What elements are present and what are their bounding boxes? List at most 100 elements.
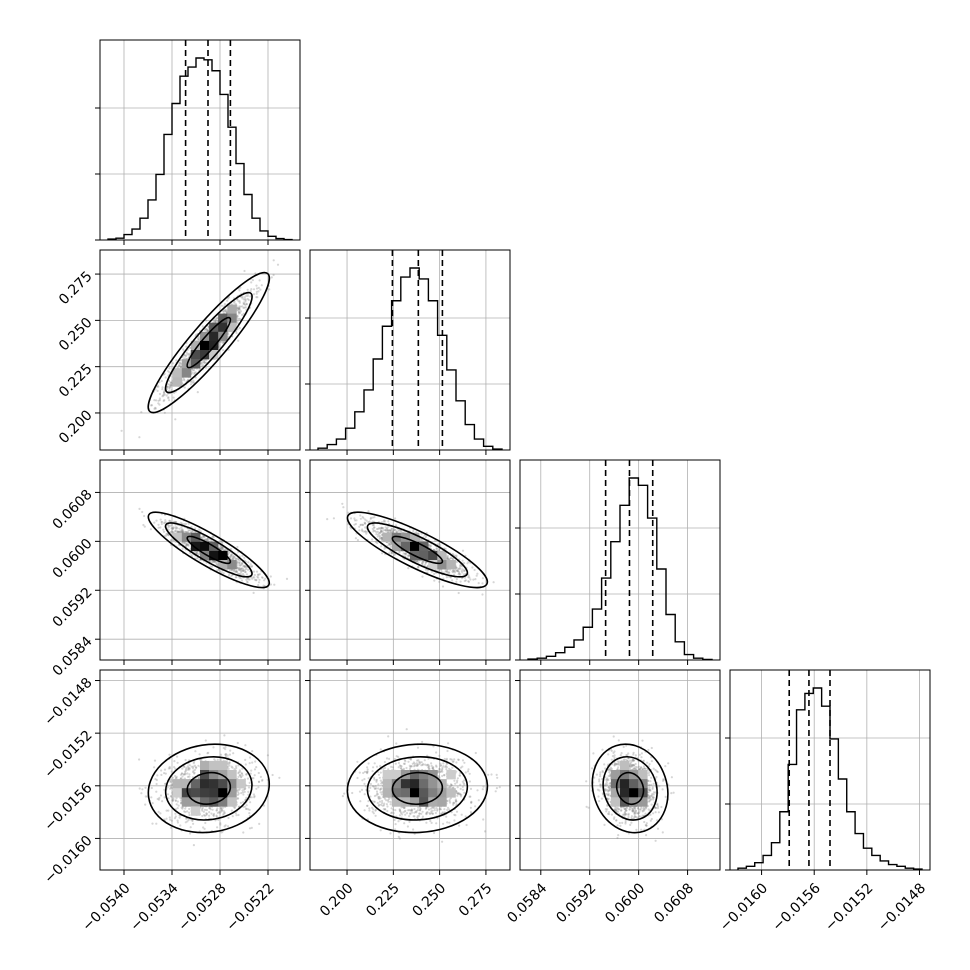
sample-point <box>358 529 361 532</box>
density-cell <box>400 541 411 552</box>
sample-point <box>241 791 244 794</box>
sample-point <box>187 766 190 770</box>
sample-point <box>244 306 247 309</box>
sample-point <box>472 578 475 581</box>
sample-point <box>120 429 123 432</box>
sample-point <box>455 580 458 584</box>
sample-point <box>233 806 236 809</box>
sample-point <box>166 532 169 536</box>
sample-point <box>157 798 161 801</box>
sample-point <box>188 773 191 776</box>
sample-point <box>235 570 238 574</box>
sample-point <box>237 311 240 314</box>
sample-point <box>246 581 249 584</box>
sample-point <box>187 353 190 356</box>
sample-point <box>387 542 390 545</box>
sample-point <box>332 517 335 520</box>
sample-point <box>225 753 228 756</box>
sample-point <box>185 766 188 769</box>
sample-point <box>353 523 356 526</box>
density-cell <box>181 359 192 369</box>
sample-point <box>269 583 272 586</box>
sample-point <box>221 547 224 551</box>
sample-point <box>211 565 214 568</box>
sample-point <box>237 797 240 800</box>
sample-point <box>250 281 253 284</box>
sample-point <box>234 576 237 579</box>
sample-point <box>201 814 204 818</box>
sample-point <box>185 542 188 546</box>
sample-point <box>244 570 247 574</box>
sample-point <box>171 527 174 530</box>
sample-point <box>369 517 372 521</box>
sample-point <box>243 805 247 808</box>
density-cell <box>410 532 420 543</box>
sample-point <box>407 567 410 570</box>
sample-point <box>260 576 264 579</box>
sample-point <box>205 812 209 816</box>
sample-point <box>215 815 218 818</box>
sample-point <box>428 544 431 547</box>
sample-point <box>407 554 410 557</box>
sample-point <box>143 514 146 518</box>
sample-point <box>182 773 186 776</box>
sample-point <box>388 552 391 555</box>
sample-point <box>150 404 154 407</box>
sample-point <box>367 521 370 524</box>
sample-point <box>224 753 227 756</box>
sample-point <box>207 538 210 542</box>
sample-point <box>205 327 208 331</box>
sample-point <box>437 569 440 572</box>
sample-point <box>163 372 166 375</box>
sample-point <box>245 573 248 576</box>
sample-point <box>462 573 466 576</box>
sample-point <box>426 565 429 568</box>
sample-point <box>236 306 239 309</box>
sample-point <box>183 541 186 544</box>
sample-point <box>185 817 188 820</box>
density-cell <box>218 322 228 333</box>
sample-point <box>448 571 451 574</box>
sample-point <box>235 814 238 817</box>
sample-point <box>212 561 215 564</box>
contour-level <box>391 535 444 565</box>
sample-point <box>180 529 183 533</box>
sample-point <box>278 776 281 779</box>
sample-point <box>379 527 382 530</box>
sample-point <box>455 578 458 581</box>
sample-point <box>446 570 449 573</box>
sample-point <box>167 396 170 399</box>
sample-point <box>384 526 387 529</box>
sample-point <box>181 541 184 544</box>
sample-point <box>165 387 169 390</box>
sample-point <box>237 317 240 320</box>
sample-point <box>362 530 365 533</box>
sample-point <box>187 544 190 547</box>
sample-point <box>205 808 208 812</box>
sample-point <box>190 525 193 529</box>
sample-point <box>448 571 451 575</box>
sample-point <box>236 557 239 560</box>
sample-point <box>272 259 275 262</box>
sample-point <box>166 385 169 388</box>
sample-point <box>237 307 241 310</box>
sample-point <box>182 378 186 381</box>
sample-point <box>186 820 189 823</box>
sample-point <box>170 539 173 542</box>
sample-point <box>232 555 235 558</box>
sample-point <box>191 381 194 384</box>
sample-point <box>206 329 209 332</box>
sample-point <box>159 812 162 815</box>
density-cell <box>172 377 183 387</box>
sample-point <box>153 399 156 402</box>
density-cell <box>382 532 393 543</box>
sample-point <box>381 536 384 539</box>
sample-point <box>144 786 147 789</box>
sample-point <box>257 584 260 587</box>
sample-point <box>200 758 203 762</box>
sample-point <box>218 345 221 348</box>
sample-point <box>257 573 260 577</box>
sample-point <box>180 526 183 529</box>
sample-point <box>242 801 245 804</box>
sample-point <box>168 379 171 382</box>
